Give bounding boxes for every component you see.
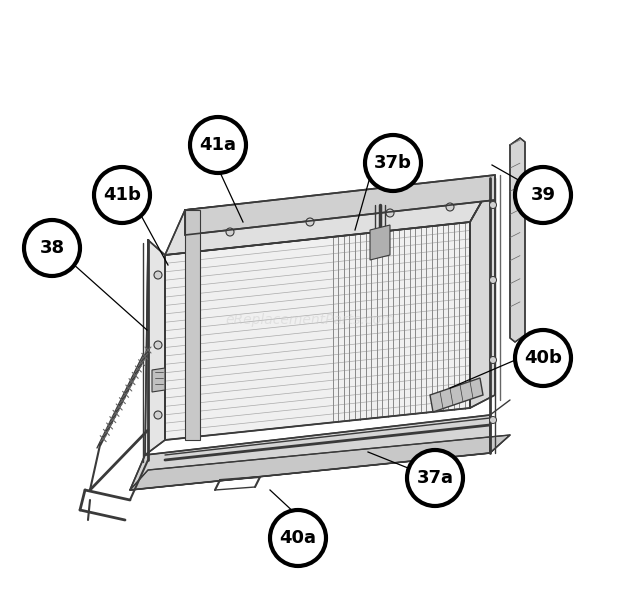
Polygon shape bbox=[470, 178, 495, 408]
Text: 38: 38 bbox=[40, 239, 64, 257]
Circle shape bbox=[94, 167, 150, 223]
Circle shape bbox=[154, 411, 162, 419]
Polygon shape bbox=[185, 175, 495, 235]
Circle shape bbox=[515, 330, 571, 386]
Circle shape bbox=[24, 220, 80, 276]
Text: 41a: 41a bbox=[200, 136, 236, 154]
Circle shape bbox=[515, 167, 571, 223]
Circle shape bbox=[446, 203, 454, 211]
Polygon shape bbox=[430, 378, 483, 412]
Text: 39: 39 bbox=[531, 186, 556, 204]
Text: 40b: 40b bbox=[524, 349, 562, 367]
Circle shape bbox=[306, 218, 314, 226]
Circle shape bbox=[490, 201, 497, 209]
Circle shape bbox=[365, 135, 421, 191]
Polygon shape bbox=[370, 225, 390, 260]
Circle shape bbox=[386, 209, 394, 217]
Text: eReplacementParts.com: eReplacementParts.com bbox=[225, 313, 395, 327]
Polygon shape bbox=[145, 240, 165, 455]
Text: 37a: 37a bbox=[417, 469, 453, 487]
Polygon shape bbox=[165, 178, 495, 255]
Circle shape bbox=[270, 510, 326, 566]
Circle shape bbox=[190, 117, 246, 173]
Circle shape bbox=[226, 228, 234, 236]
Circle shape bbox=[490, 276, 497, 284]
Text: 40a: 40a bbox=[280, 529, 316, 547]
Polygon shape bbox=[152, 368, 165, 392]
Circle shape bbox=[154, 341, 162, 349]
Circle shape bbox=[490, 416, 497, 424]
Circle shape bbox=[407, 450, 463, 506]
Text: 37b: 37b bbox=[374, 154, 412, 172]
Polygon shape bbox=[510, 138, 525, 342]
Circle shape bbox=[490, 357, 497, 363]
Polygon shape bbox=[130, 415, 490, 490]
Polygon shape bbox=[185, 210, 200, 440]
Polygon shape bbox=[130, 435, 510, 490]
Text: 41b: 41b bbox=[103, 186, 141, 204]
Circle shape bbox=[154, 271, 162, 279]
Polygon shape bbox=[165, 222, 470, 440]
